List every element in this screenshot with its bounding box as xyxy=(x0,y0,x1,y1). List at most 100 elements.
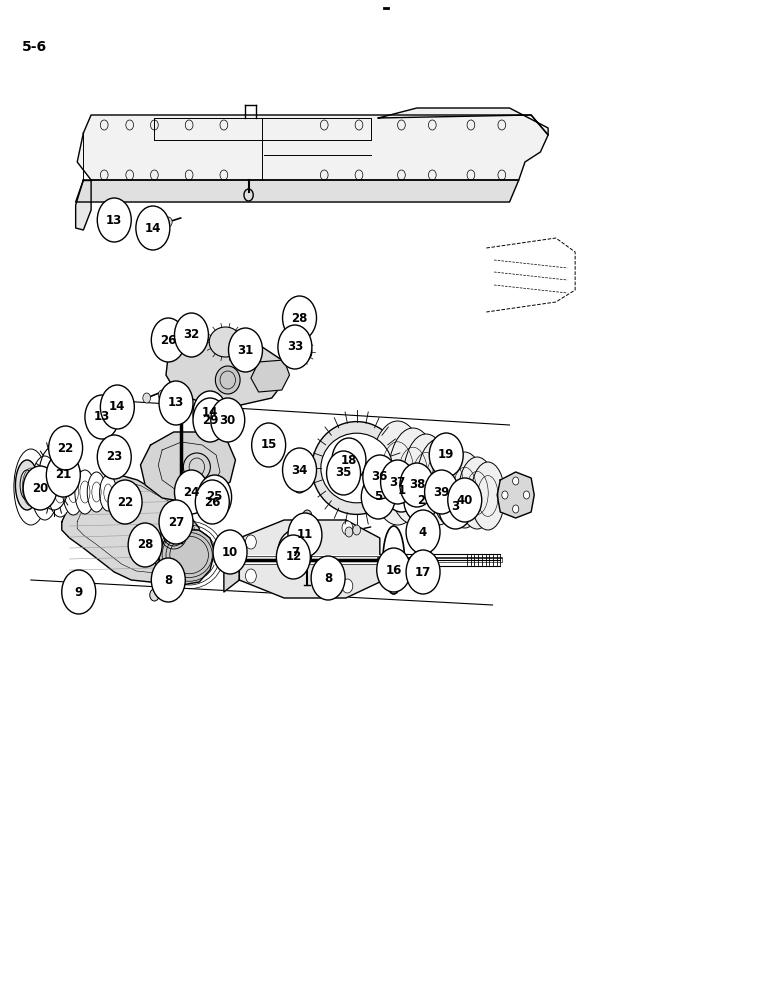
Ellipse shape xyxy=(371,421,425,525)
Circle shape xyxy=(151,558,185,602)
Text: 38: 38 xyxy=(408,479,425,491)
Text: 27: 27 xyxy=(168,516,185,528)
Circle shape xyxy=(448,478,482,522)
Polygon shape xyxy=(77,115,548,180)
Text: 7: 7 xyxy=(291,546,299,558)
Text: 28: 28 xyxy=(291,312,308,324)
Ellipse shape xyxy=(184,453,210,481)
Circle shape xyxy=(62,570,96,614)
Text: 24: 24 xyxy=(183,486,200,498)
Text: 2: 2 xyxy=(417,493,425,506)
Text: 16: 16 xyxy=(385,564,402,576)
Circle shape xyxy=(198,475,232,519)
Circle shape xyxy=(46,453,80,497)
Text: 31: 31 xyxy=(237,344,254,357)
Text: 30: 30 xyxy=(219,414,236,426)
Text: 22: 22 xyxy=(57,442,74,454)
Ellipse shape xyxy=(174,527,189,537)
Circle shape xyxy=(97,435,131,479)
Text: 17: 17 xyxy=(415,566,432,578)
Circle shape xyxy=(97,198,131,242)
Circle shape xyxy=(388,566,396,576)
Text: 13: 13 xyxy=(93,410,110,424)
Text: 15: 15 xyxy=(260,438,277,452)
Circle shape xyxy=(342,579,353,593)
Circle shape xyxy=(136,206,170,250)
Text: 3: 3 xyxy=(452,500,459,514)
Circle shape xyxy=(276,535,310,579)
Ellipse shape xyxy=(63,465,84,515)
Ellipse shape xyxy=(15,460,39,510)
Ellipse shape xyxy=(215,366,240,394)
Circle shape xyxy=(283,296,317,340)
Circle shape xyxy=(502,491,508,499)
Text: 14: 14 xyxy=(109,400,126,414)
Circle shape xyxy=(384,468,418,512)
Text: 23: 23 xyxy=(106,450,123,464)
Circle shape xyxy=(85,395,119,439)
Circle shape xyxy=(283,448,317,492)
Circle shape xyxy=(213,530,247,574)
Ellipse shape xyxy=(436,472,444,478)
Circle shape xyxy=(406,550,440,594)
FancyBboxPatch shape xyxy=(399,473,416,483)
Circle shape xyxy=(327,451,361,495)
Text: 20: 20 xyxy=(32,482,49,494)
Text: 40: 40 xyxy=(456,493,473,506)
Ellipse shape xyxy=(209,327,242,357)
Polygon shape xyxy=(497,472,534,518)
Circle shape xyxy=(377,548,411,592)
Circle shape xyxy=(193,391,227,435)
Text: 39: 39 xyxy=(433,486,450,498)
Text: 14: 14 xyxy=(144,222,161,234)
Ellipse shape xyxy=(174,517,189,527)
Text: 1: 1 xyxy=(398,484,405,496)
Circle shape xyxy=(513,477,519,485)
Ellipse shape xyxy=(417,439,460,525)
Circle shape xyxy=(342,521,353,535)
Circle shape xyxy=(174,313,208,357)
Text: 14: 14 xyxy=(201,406,218,420)
Circle shape xyxy=(108,480,142,524)
Ellipse shape xyxy=(100,475,117,511)
Ellipse shape xyxy=(14,449,48,525)
Text: 26: 26 xyxy=(160,334,177,347)
Ellipse shape xyxy=(174,507,189,517)
Text: 36: 36 xyxy=(371,471,388,484)
Circle shape xyxy=(23,466,57,510)
Circle shape xyxy=(278,530,312,574)
Text: 37: 37 xyxy=(389,476,406,488)
Circle shape xyxy=(311,556,345,600)
Polygon shape xyxy=(76,180,519,202)
Circle shape xyxy=(288,513,322,557)
Polygon shape xyxy=(378,108,548,135)
Circle shape xyxy=(404,478,438,522)
Polygon shape xyxy=(158,530,215,585)
Circle shape xyxy=(164,217,172,227)
Circle shape xyxy=(195,480,229,524)
Circle shape xyxy=(245,535,256,549)
Ellipse shape xyxy=(432,446,472,526)
Circle shape xyxy=(151,318,185,362)
Text: 11: 11 xyxy=(296,528,313,542)
Text: 5: 5 xyxy=(374,490,382,504)
Polygon shape xyxy=(239,520,380,598)
Circle shape xyxy=(68,587,79,601)
Circle shape xyxy=(425,470,459,514)
Polygon shape xyxy=(166,340,284,405)
Circle shape xyxy=(345,527,353,537)
Text: 9: 9 xyxy=(75,585,83,598)
Circle shape xyxy=(353,525,361,535)
Circle shape xyxy=(211,398,245,442)
Ellipse shape xyxy=(405,484,413,490)
Circle shape xyxy=(174,470,208,514)
Circle shape xyxy=(158,390,166,400)
Circle shape xyxy=(406,510,440,554)
Circle shape xyxy=(361,475,395,519)
Text: 10: 10 xyxy=(222,546,239,558)
Polygon shape xyxy=(76,180,91,230)
FancyBboxPatch shape xyxy=(387,480,404,490)
Text: 8: 8 xyxy=(324,572,332,584)
Text: 25: 25 xyxy=(206,490,223,504)
Text: 26: 26 xyxy=(204,495,221,508)
